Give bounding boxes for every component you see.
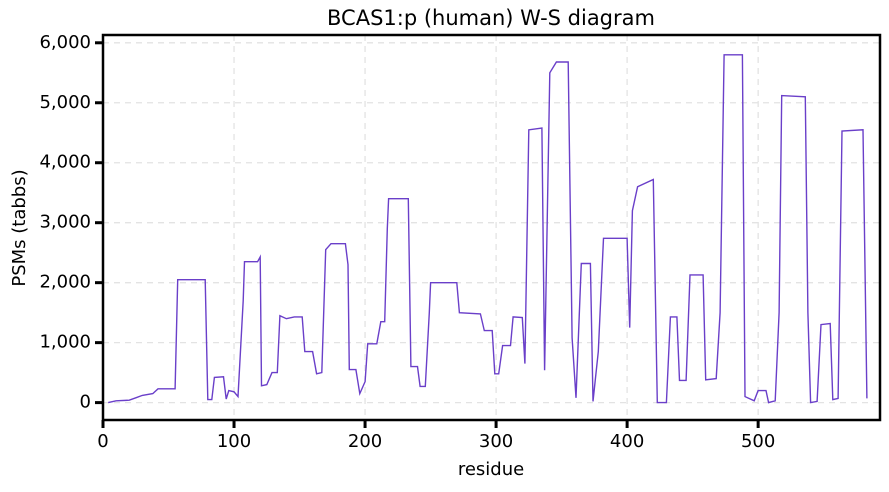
y-tick-label: 5,000 — [39, 92, 91, 113]
x-tick-label: 300 — [479, 431, 513, 452]
x-tick-label: 100 — [217, 431, 251, 452]
y-tick-label: 6,000 — [39, 32, 91, 53]
y-axis-label: PSMs (tabbs) — [9, 169, 30, 286]
data-line — [108, 54, 868, 404]
x-tick-label: 200 — [348, 431, 382, 452]
y-tick-label: 1,000 — [39, 332, 91, 353]
y-tick-label: 4,000 — [39, 152, 91, 173]
chart-title: BCAS1:p (human) W-S diagram — [327, 6, 655, 30]
y-tick-label: 3,000 — [39, 212, 91, 233]
x-tick-label: 400 — [610, 431, 644, 452]
plot-frame — [101, 33, 882, 422]
y-tick-label: 2,000 — [39, 272, 91, 293]
y-tick-label: 0 — [80, 392, 91, 413]
x-tick-label: 0 — [97, 431, 108, 452]
x-axis-label: residue — [458, 459, 524, 480]
x-tick-label: 500 — [741, 431, 775, 452]
